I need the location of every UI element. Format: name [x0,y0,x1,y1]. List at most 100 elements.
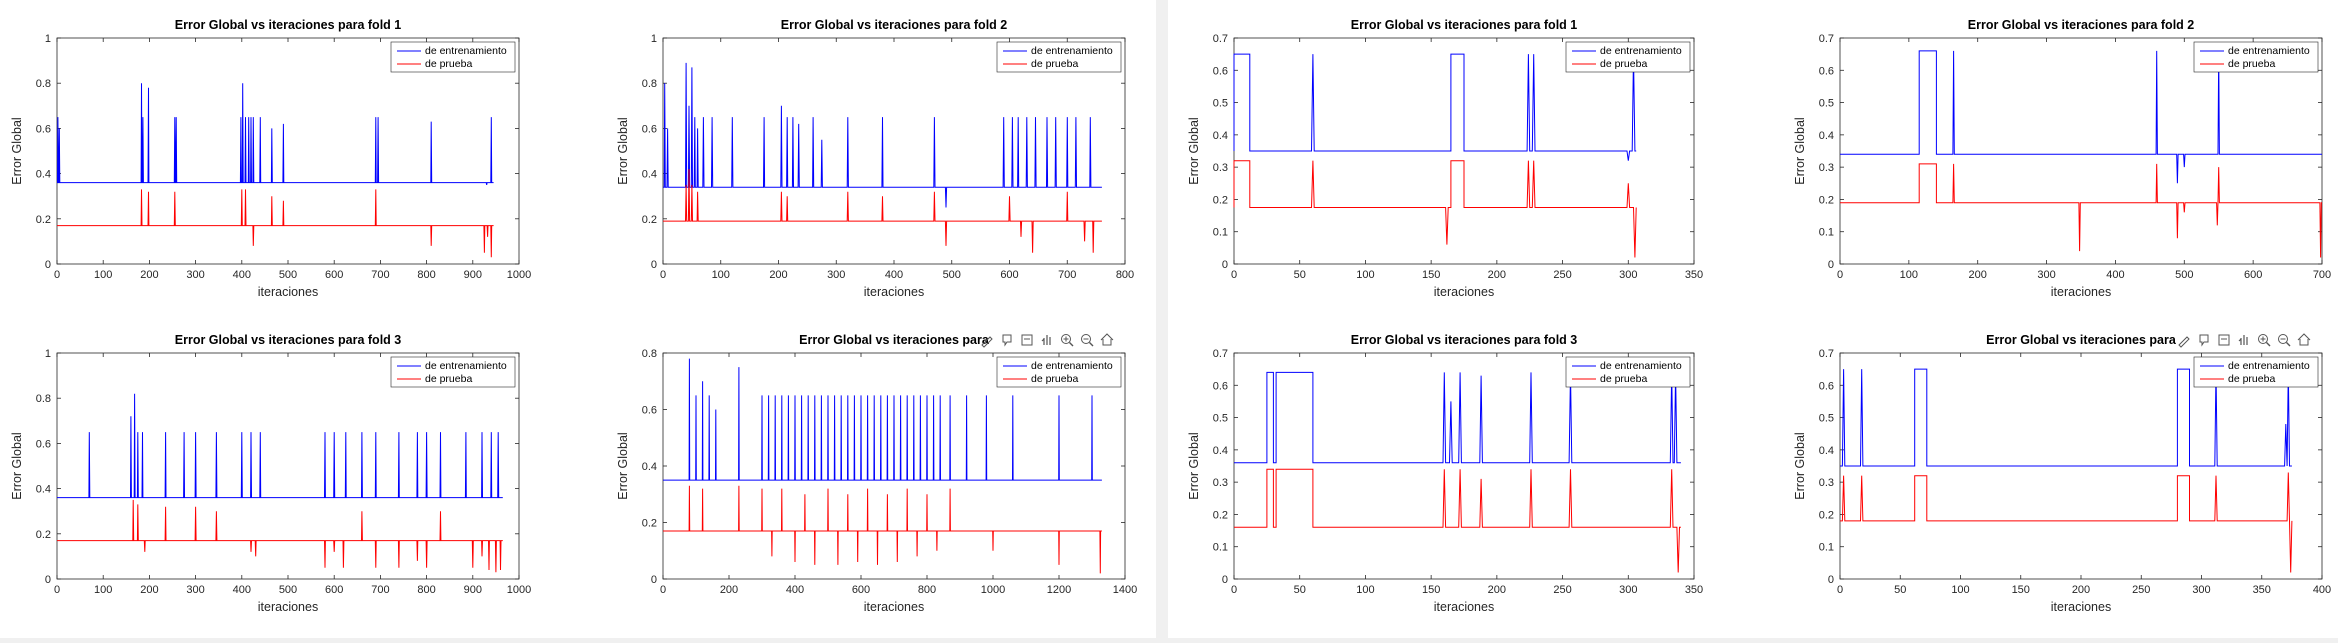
x-tick-label: 250 [1553,584,1571,596]
data-tip-icon[interactable] [999,332,1015,348]
x-tick-label: 800 [417,584,435,596]
x-tick-label: 50 [1294,269,1306,281]
brush-glyph [2178,336,2190,348]
y-tick-label: 0.2 [1213,194,1228,206]
x-tick-label: 600 [1000,269,1018,281]
x-tick-label: 100 [1356,269,1374,281]
y-tick-label: 0.1 [1213,542,1228,554]
y-tick-label: 0.4 [36,169,51,181]
pan-icon[interactable] [2236,332,2252,348]
x-tick-label: 0 [1837,584,1843,596]
y-tick-label: 0.2 [642,214,657,226]
zoom-out-icon[interactable] [2276,332,2292,348]
chart-title: Error Global vs iteraciones para [799,333,990,347]
x-tick-label: 200 [1969,269,1987,281]
legend-box [996,41,1122,73]
y-tick-label: 0.5 [1819,413,1834,425]
x-tick-label: 250 [2132,584,2150,596]
lens-handle [2286,342,2291,347]
y-tick-label: 0.4 [1819,130,1834,142]
zoom-in-icon[interactable] [1059,332,1075,348]
x-tick-label: 200 [140,584,158,596]
legend-box [2193,356,2319,388]
y-tick-label: 0 [651,259,657,271]
x-tick-label: 300 [2192,584,2210,596]
x-tick-label: 200 [720,584,738,596]
x-tick-label: 150 [1422,269,1440,281]
home-glyph [1100,333,1114,346]
pan-icon[interactable] [1039,332,1055,348]
y-tick-label: 0 [45,259,51,271]
y-tick-label: 0.6 [36,123,51,135]
legend-label-train: de entrenamiento [1031,45,1113,57]
y-tick-label: 0 [1222,574,1228,586]
data-tip-icon[interactable] [2196,332,2212,348]
y-tick-label: 0.2 [36,214,51,226]
y-tick-label: 0 [45,574,51,586]
x-tick-label: 100 [1356,584,1374,596]
y-tick-label: 0.4 [36,484,51,496]
legend-label-test: de prueba [425,58,472,70]
x-tick-label: 700 [1058,269,1076,281]
legend-box [996,356,1122,388]
y-axis-label: Error Global [1187,117,1201,184]
legend-box [1565,356,1691,388]
y-tick-label: 0.1 [1819,227,1834,239]
x-tick-label: 400 [233,269,251,281]
y-tick-label: 0.2 [36,529,51,541]
x-tick-label: 1400 [1113,584,1137,596]
x-tick-label: 700 [371,584,389,596]
legend-icon[interactable] [1019,332,1035,348]
legend-label-test: de prueba [1600,58,1647,70]
zoom-out-icon[interactable] [1079,332,1095,348]
y-tick-label: 0.8 [36,393,51,405]
chart-fig2-1: 0 50 100 150 200 250 300 350 0 0.1 0.2 0.3 0.4 0.5 0.6… [1187,18,1703,299]
y-tick-label: 0.3 [1213,477,1228,489]
x-tick-label: 300 [1619,269,1637,281]
series-line-test [1840,472,2293,573]
x-tick-label: 200 [769,269,787,281]
x-tick-label: 100 [712,269,730,281]
series-line-train [1233,53,1637,161]
series-line-test [57,189,494,258]
y-tick-label: 0 [1222,259,1228,271]
home-icon[interactable] [2296,332,2312,348]
figure-right-canvas: 0 50 100 150 200 250 300 350 0 0.1 0.2 0.3 0.4 0.5 0.6… [1187,18,2331,614]
y-axis-label: Error Global [1793,432,1807,499]
home-icon[interactable] [1099,332,1115,348]
series-line-train [663,358,1102,481]
brush-icon[interactable] [979,332,995,348]
brush-icon[interactable] [2176,332,2192,348]
x-tick-label: 1000 [981,584,1005,596]
series-line-test [1234,468,1681,573]
lens-glyph [1081,334,1091,344]
zoom-in-icon[interactable] [2256,332,2272,348]
x-tick-label: 700 [2313,269,2331,281]
x-tick-label: 300 [1619,584,1637,596]
x-tick-label: 50 [1894,584,1906,596]
y-tick-label: 0.3 [1213,162,1228,174]
y-tick-label: 1 [651,33,657,45]
legend-box [390,41,516,73]
x-tick-label: 200 [1488,584,1506,596]
legend-icon[interactable] [2216,332,2232,348]
x-tick-label: 0 [1231,269,1237,281]
chart-fig2-4: 0 50 100 150 200 250 300 350 400 0 0.1 0.2 0.3 0.4 0.5… [1793,332,2331,614]
x-tick-label: 50 [1294,584,1306,596]
y-axis-label: Error Global [10,117,24,184]
chart-fig1-1: 0 100 200 300 400 500 600 700 800 900 1000 0 0.2 0.4 0… [10,18,531,299]
datatip-glyph [2199,334,2209,347]
axes-toolbar [979,332,1115,348]
x-tick-label: 1000 [507,584,531,596]
x-tick-label: 400 [233,584,251,596]
y-tick-label: 0.7 [1819,348,1834,360]
x-tick-label: 100 [94,269,112,281]
